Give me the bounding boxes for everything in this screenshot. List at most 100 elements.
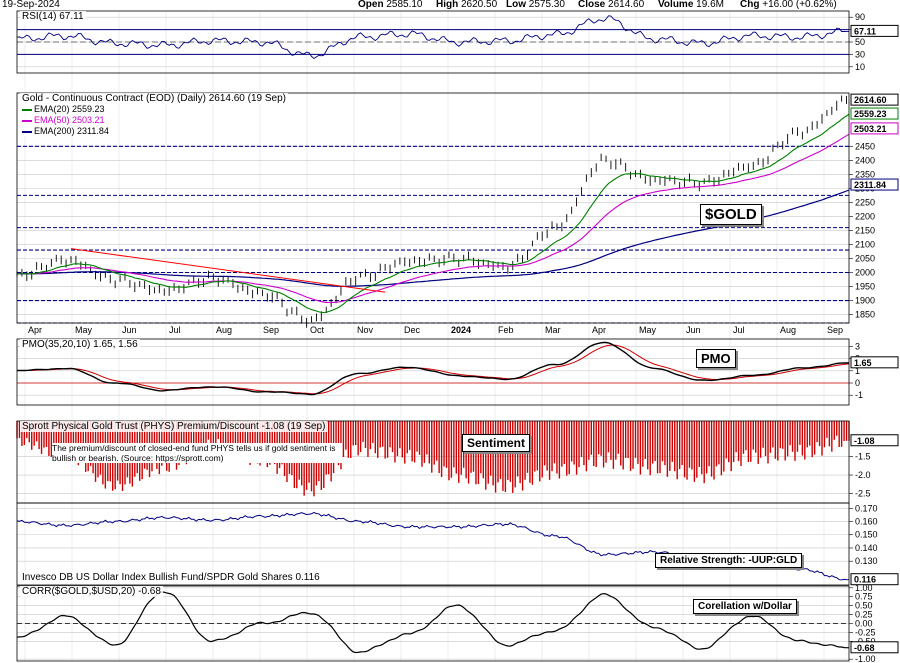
price-tick-label: 1900: [855, 296, 875, 306]
uup-last-value-box: [850, 573, 899, 586]
ema200-line: [17, 189, 850, 287]
price-tick-label: 2100: [855, 239, 875, 249]
pmo-last-value-box: [850, 356, 899, 369]
pmo-tick-label: 0: [855, 378, 860, 388]
gold-callout: $GOLD: [700, 204, 762, 225]
price-tick-label: 2200: [855, 211, 875, 221]
month-label: Apr: [592, 325, 606, 335]
rsi-last-value-box: [850, 24, 899, 37]
price-tick-label: 2150: [855, 225, 875, 235]
sentiment-callout: Sentiment: [462, 434, 531, 452]
month-label: Mar: [545, 325, 561, 335]
rsi-frame: [16, 10, 850, 74]
uup-tick-label: 0.130: [855, 556, 878, 566]
rsi-last-value: 67.11: [854, 26, 876, 36]
pmo-line: [16, 341, 850, 396]
month-label: Sep: [827, 325, 843, 335]
price-last-value: 2614.60: [854, 95, 887, 105]
ema200-legend: EMA(200) 2311.84: [20, 126, 111, 136]
rsi-tick-label: 50: [855, 37, 865, 47]
corr-tick-label: 0.25: [855, 610, 873, 620]
ema20-line: [17, 113, 850, 314]
month-label: Oct: [310, 325, 325, 335]
uup-tick-label: 0.150: [855, 530, 878, 540]
month-label: Aug: [780, 325, 796, 335]
quote-close: Close 2614.60: [578, 0, 645, 10]
price-tick-label: 2250: [855, 197, 875, 207]
corr-frame: [16, 585, 850, 662]
price-tick-label: 2400: [855, 155, 875, 165]
uup-tick-label: 0.160: [855, 517, 878, 527]
pmo-frame: [16, 338, 850, 406]
price-tick-label: 2000: [855, 268, 875, 278]
quote-header: 19-Sep-2024 Open 2585.10 High 2620.50 Lo…: [0, 0, 900, 11]
corr-tick-label: -0.25: [855, 627, 876, 637]
premium-tick-label: -2.0: [855, 470, 871, 480]
ema200-last-value-box: [850, 178, 899, 191]
price-tick-label: 2050: [855, 253, 875, 263]
uup-last-value: 0.116: [854, 575, 876, 585]
price-trendline: [70, 248, 386, 293]
ema50-last-value: 2503.21: [854, 124, 887, 134]
month-label: May: [75, 325, 93, 335]
correlation-callout: Corellation w/Dollar: [693, 599, 797, 614]
corr-tick-label: 0.00: [855, 619, 873, 629]
corr-tick-label: 0.50: [855, 601, 873, 611]
pmo-last-value: 1.65: [854, 358, 872, 368]
uup-line: [16, 511, 850, 581]
price-tick-label: 1950: [855, 282, 875, 292]
premium-last-value: -1.08: [854, 436, 875, 446]
corr-label: CORR($GOLD,$USD,20) -0.68: [20, 586, 163, 597]
price-tick-label: 2350: [855, 169, 875, 179]
month-label: Jun: [686, 325, 701, 335]
quote-volume: Volume 19.6M: [658, 0, 724, 10]
premium-tick-label: -1.5: [855, 451, 871, 461]
rsi-tick-label: 30: [855, 49, 865, 59]
month-label: Dec: [404, 325, 421, 335]
price-tick-label: 1850: [855, 310, 875, 320]
month-label: Jul: [733, 325, 745, 335]
quote-date: 19-Sep-2024: [2, 0, 60, 10]
ema20-legend: EMA(20) 2559.23: [20, 104, 107, 114]
price-title: Gold - Continuous Contract (EOD) (Daily)…: [20, 93, 289, 104]
ema20-last-value-box: [850, 107, 899, 120]
relative-strength-callout: Relative Strength: -UUP:GLD: [655, 553, 803, 568]
pmo-tick-label: 3: [855, 341, 860, 351]
rsi-tick-label: 10: [855, 62, 865, 72]
pmo-tick-label: -1: [855, 390, 863, 400]
price-last-value-box: [850, 93, 899, 106]
quote-low: Low 2575.30: [506, 0, 565, 10]
ema50-line: [17, 133, 850, 304]
corr-last-value-box: [850, 641, 899, 654]
pmo-label: PMO(35,20,10) 1.65, 1.56: [20, 339, 140, 350]
month-label: 2024: [451, 325, 471, 335]
uup-tick-label: 0.140: [855, 543, 878, 553]
ema20-last-value: 2559.23: [854, 109, 887, 119]
month-label: Nov: [357, 325, 374, 335]
uup-tick-label: 0.170: [855, 503, 878, 513]
uup-label: Invesco DB US Dollar Index Bullish Fund/…: [20, 572, 322, 583]
corr-tick-label: -1.00: [855, 654, 876, 663]
pmo-callout: PMO: [696, 349, 736, 368]
premium-label: Sprott Physical Gold Trust (PHYS) Premiu…: [20, 421, 328, 432]
price-tick-label: 2450: [855, 141, 875, 151]
month-label: May: [639, 325, 657, 335]
premium-tick-label: -2.5: [855, 489, 871, 499]
month-label: Apr: [28, 325, 42, 335]
quote-open: Open 2585.10: [358, 0, 423, 10]
rsi-line: [16, 15, 849, 60]
premium-last-value-box: [850, 434, 899, 447]
uup-frame: [16, 502, 850, 586]
month-label: Aug: [216, 325, 232, 335]
pmo-tick-label: 1: [855, 366, 860, 376]
rsi-tick-label: 90: [855, 12, 865, 22]
corr-tick-label: 0.75: [855, 592, 873, 602]
quote-change: Chg +16.00 (+0.62%): [740, 0, 837, 10]
month-label: Jun: [122, 325, 137, 335]
ema50-last-value-box: [850, 122, 899, 135]
month-label: Feb: [498, 325, 514, 335]
rsi-label: RSI(14) 67.11: [20, 11, 86, 22]
month-label: Sep: [263, 325, 279, 335]
ema50-legend: EMA(50) 2503.21: [20, 115, 107, 125]
